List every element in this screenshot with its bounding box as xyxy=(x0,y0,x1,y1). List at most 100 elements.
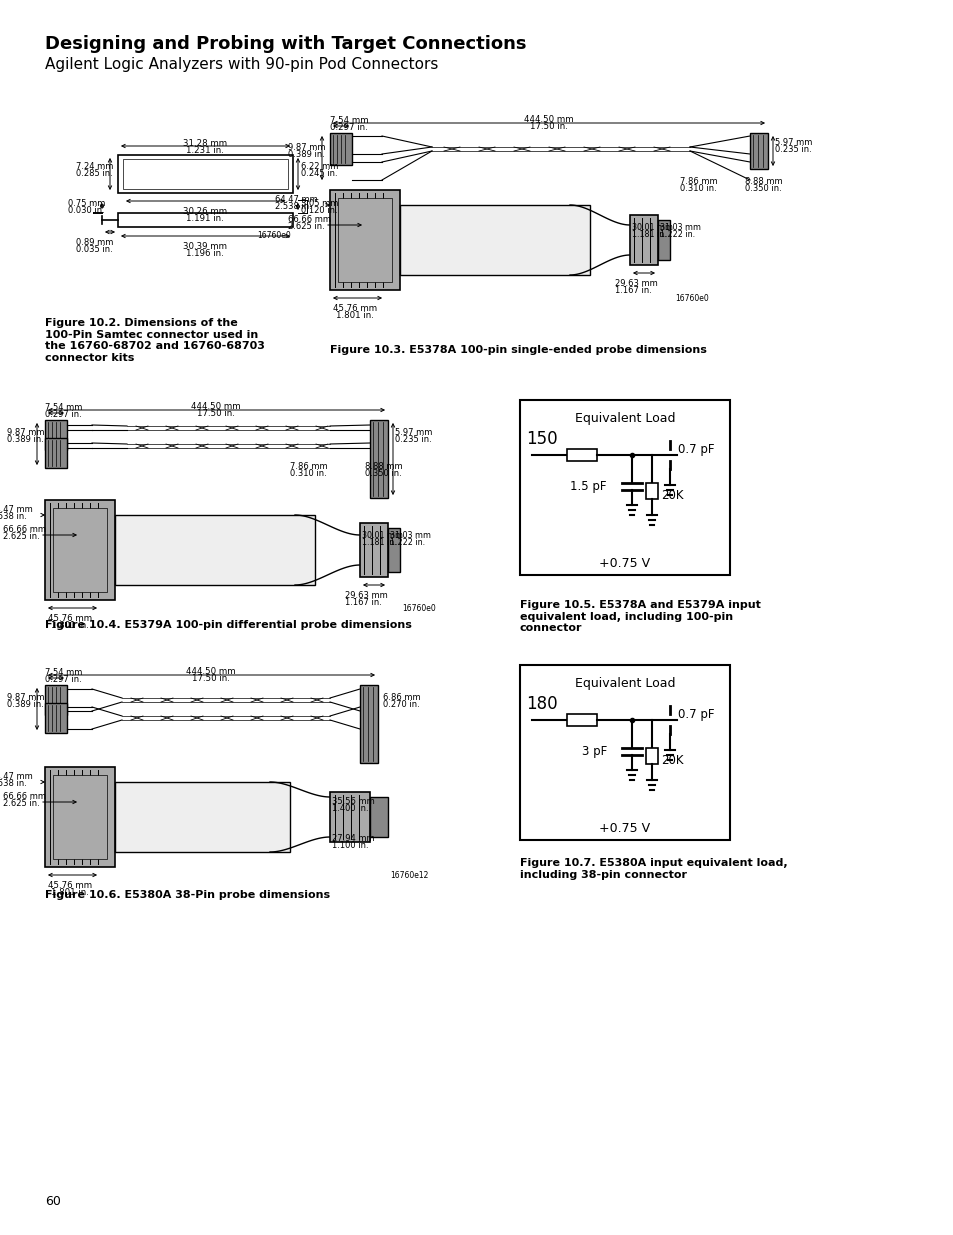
Text: 1.100 in.: 1.100 in. xyxy=(332,841,368,850)
Text: 17.50 in.: 17.50 in. xyxy=(197,409,234,417)
Text: 0.310 in.: 0.310 in. xyxy=(290,469,327,478)
Text: 444.50 mm: 444.50 mm xyxy=(523,115,573,124)
Bar xyxy=(330,190,399,290)
Text: 1.222 in.: 1.222 in. xyxy=(390,538,425,547)
Text: 64.47 mm: 64.47 mm xyxy=(0,505,32,514)
Text: 0.389 in.: 0.389 in. xyxy=(7,700,44,709)
Bar xyxy=(45,703,67,734)
Text: 8.88 mm: 8.88 mm xyxy=(365,462,402,471)
Text: 45.76 mm: 45.76 mm xyxy=(48,881,92,890)
Text: 0.120 in.: 0.120 in. xyxy=(301,206,337,215)
Text: 6.86 mm: 6.86 mm xyxy=(382,693,420,701)
Text: 1.801 in.: 1.801 in. xyxy=(51,888,89,897)
Bar xyxy=(53,508,107,592)
Text: 0.297 in.: 0.297 in. xyxy=(45,410,82,419)
Text: 1.5 pF: 1.5 pF xyxy=(570,480,606,493)
Text: 1.181 in.: 1.181 in. xyxy=(631,230,666,240)
Text: 30.39 mm: 30.39 mm xyxy=(183,242,227,251)
Text: 29.63 mm: 29.63 mm xyxy=(345,592,387,600)
Text: 1.231 in.: 1.231 in. xyxy=(186,146,224,156)
Text: 17.50 in.: 17.50 in. xyxy=(530,122,567,131)
Text: 180: 180 xyxy=(526,695,558,713)
Text: 1.196 in.: 1.196 in. xyxy=(186,249,224,258)
Text: 7.54 mm: 7.54 mm xyxy=(330,116,368,125)
Text: Figure 10.6. E5380A 38-Pin probe dimensions: Figure 10.6. E5380A 38-Pin probe dimensi… xyxy=(45,890,330,900)
Text: 0.030 in.: 0.030 in. xyxy=(68,206,105,215)
Bar xyxy=(359,685,377,763)
Text: 0.235 in.: 0.235 in. xyxy=(774,144,811,154)
Text: 31.03 mm: 31.03 mm xyxy=(659,224,700,232)
Bar xyxy=(45,420,67,450)
Text: 20K: 20K xyxy=(660,489,682,501)
Text: 35.56 mm: 35.56 mm xyxy=(332,797,375,806)
Text: 2.625 in.: 2.625 in. xyxy=(3,532,40,541)
Bar xyxy=(118,212,293,227)
Text: 2.538 in.: 2.538 in. xyxy=(0,513,27,521)
Text: 5.97 mm: 5.97 mm xyxy=(774,138,812,147)
Text: 60: 60 xyxy=(45,1195,61,1208)
Text: 2.538 in.: 2.538 in. xyxy=(274,203,312,211)
Text: 27.94 mm: 27.94 mm xyxy=(332,834,375,844)
Text: 0.7 pF: 0.7 pF xyxy=(678,708,714,721)
Text: 1.801 in.: 1.801 in. xyxy=(51,621,89,630)
Text: 0.350 in.: 0.350 in. xyxy=(365,469,401,478)
Text: 0.297 in.: 0.297 in. xyxy=(45,676,82,684)
Text: 0.75 mm: 0.75 mm xyxy=(68,199,105,207)
Text: 1.167 in.: 1.167 in. xyxy=(345,598,381,606)
Bar xyxy=(115,782,290,852)
Text: 1.222 in.: 1.222 in. xyxy=(659,230,695,240)
Text: 3.05 mm: 3.05 mm xyxy=(301,199,338,207)
Bar xyxy=(370,420,388,498)
Text: 9.87 mm: 9.87 mm xyxy=(7,693,45,701)
Bar xyxy=(330,133,352,165)
Bar xyxy=(388,529,399,572)
Text: 16760e0: 16760e0 xyxy=(257,231,291,240)
Bar xyxy=(118,156,293,193)
Bar xyxy=(123,159,288,189)
Bar xyxy=(566,450,597,461)
Text: 45.76 mm: 45.76 mm xyxy=(333,304,376,312)
Bar xyxy=(45,438,67,468)
Text: Figure 10.3. E5378A 100-pin single-ended probe dimensions: Figure 10.3. E5378A 100-pin single-ended… xyxy=(330,345,706,354)
Text: 3 pF: 3 pF xyxy=(581,745,606,758)
Text: 0.350 in.: 0.350 in. xyxy=(744,184,781,193)
Text: 0.7 pF: 0.7 pF xyxy=(678,443,714,456)
Text: 64.47 mm: 64.47 mm xyxy=(274,195,317,204)
Text: 0.270 in.: 0.270 in. xyxy=(382,700,419,709)
Text: 8.88 mm: 8.88 mm xyxy=(744,177,781,186)
Text: 0.235 in.: 0.235 in. xyxy=(395,435,432,445)
Text: Designing and Probing with Target Connections: Designing and Probing with Target Connec… xyxy=(45,35,526,53)
Text: 1.167 in.: 1.167 in. xyxy=(615,287,651,295)
Text: 6.22 mm: 6.22 mm xyxy=(301,162,338,170)
Text: Figure 10.7. E5380A input equivalent load,
including 38-pin connector: Figure 10.7. E5380A input equivalent loa… xyxy=(519,858,787,879)
Text: 7.54 mm: 7.54 mm xyxy=(45,668,82,677)
Text: 0.310 in.: 0.310 in. xyxy=(679,184,716,193)
Bar xyxy=(53,776,107,860)
Bar xyxy=(330,792,370,842)
Text: 66.66 mm: 66.66 mm xyxy=(288,215,331,224)
Text: +0.75 V: +0.75 V xyxy=(598,823,650,835)
Text: 1.181 in.: 1.181 in. xyxy=(361,538,396,547)
Text: 16760e0: 16760e0 xyxy=(675,294,708,303)
Text: 7.24 mm: 7.24 mm xyxy=(76,162,113,170)
Text: 2.538 in.: 2.538 in. xyxy=(0,779,27,788)
Bar xyxy=(645,483,658,499)
Text: 0.285 in.: 0.285 in. xyxy=(76,169,112,178)
Bar xyxy=(359,522,388,577)
Text: 30.26 mm: 30.26 mm xyxy=(183,207,227,216)
Text: 7.54 mm: 7.54 mm xyxy=(45,403,82,412)
Text: 64.47 mm: 64.47 mm xyxy=(0,772,32,781)
Bar xyxy=(566,714,597,726)
Text: Equivalent Load: Equivalent Load xyxy=(574,677,675,690)
Text: 1.801 in.: 1.801 in. xyxy=(335,311,374,320)
Bar xyxy=(658,220,669,261)
Text: Equivalent Load: Equivalent Load xyxy=(574,412,675,425)
Text: 20K: 20K xyxy=(660,755,682,767)
Text: 0.297 in.: 0.297 in. xyxy=(330,124,367,132)
Text: 5.97 mm: 5.97 mm xyxy=(395,429,432,437)
Text: 31.03 mm: 31.03 mm xyxy=(390,531,431,540)
Bar xyxy=(519,400,729,576)
Text: 1.400 in.: 1.400 in. xyxy=(332,804,368,813)
Text: 7.86 mm: 7.86 mm xyxy=(679,177,717,186)
Text: 2.625 in.: 2.625 in. xyxy=(3,799,40,808)
